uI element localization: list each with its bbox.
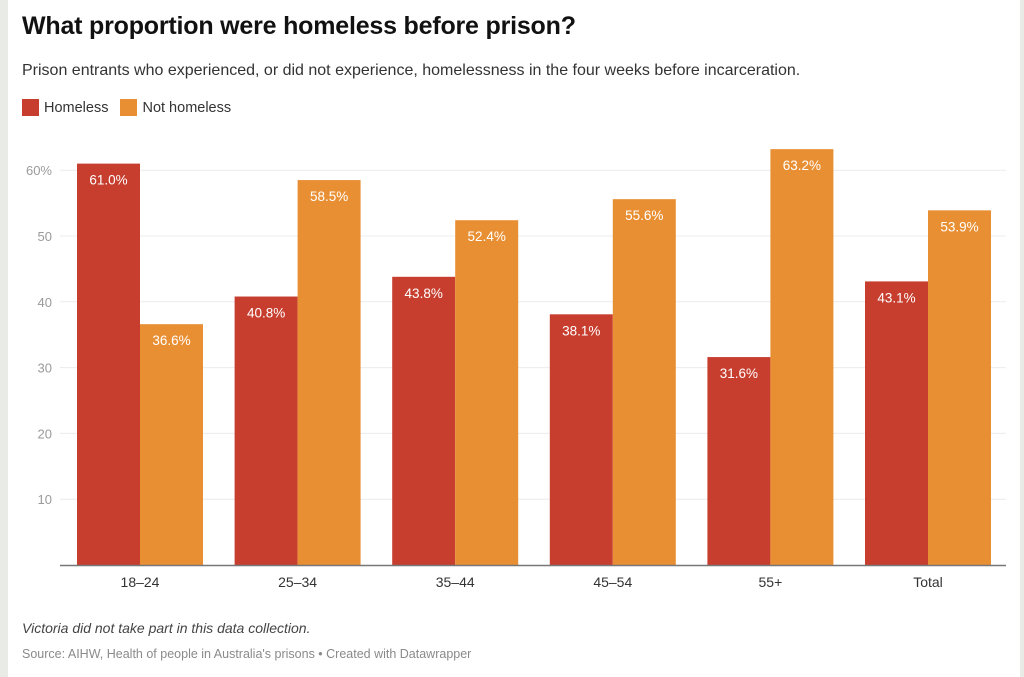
y-tick-label: 40 (38, 295, 52, 310)
data-label: 43.8% (405, 286, 443, 301)
bar-not-homeless (928, 210, 991, 565)
y-tick-label: 30 (38, 361, 52, 376)
legend-swatch-homeless (22, 99, 39, 116)
legend: Homeless Not homeless (22, 99, 243, 116)
legend-label-not-homeless: Not homeless (142, 99, 232, 116)
data-label: 58.5% (310, 189, 348, 204)
bar-homeless (865, 281, 928, 565)
bar-not-homeless (297, 180, 361, 565)
data-label: 38.1% (562, 323, 600, 338)
data-label: 63.2% (783, 158, 821, 173)
y-tick-label: 60% (26, 163, 52, 178)
legend-item-homeless: Homeless (22, 99, 108, 116)
x-tick-label: 45–54 (593, 574, 632, 590)
data-label: 31.6% (720, 366, 758, 381)
bar-not-homeless (770, 149, 834, 566)
data-label: 55.6% (625, 208, 663, 223)
data-label: 61.0% (89, 173, 127, 188)
bar-not-homeless (612, 199, 676, 566)
x-tick-label: Total (913, 574, 943, 590)
bar-homeless (392, 276, 456, 565)
source-credit: Source: AIHW, Health of people in Austra… (22, 647, 472, 661)
bar-homeless (77, 163, 140, 565)
data-label: 52.4% (468, 229, 506, 244)
chart-subtitle: Prison entrants who experienced, or did … (22, 62, 801, 79)
data-label: 40.8% (247, 306, 285, 321)
data-label: 36.6% (152, 333, 190, 348)
x-tick-label: 25–34 (278, 574, 317, 590)
footnote: Victoria did not take part in this data … (22, 620, 311, 636)
bar-not-homeless (455, 220, 519, 565)
x-tick-label: 35–44 (436, 574, 475, 590)
bar-not-homeless (140, 324, 203, 565)
legend-label-homeless: Homeless (44, 99, 109, 116)
bar-homeless (549, 314, 613, 565)
y-tick-label: 10 (38, 492, 52, 507)
legend-swatch-not-homeless (120, 99, 138, 116)
data-label: 53.9% (940, 219, 978, 234)
legend-item-not-homeless: Not homeless (120, 99, 231, 116)
bar-homeless (234, 296, 298, 565)
chart-title: What proportion were homeless before pri… (22, 12, 576, 40)
x-tick-label: 55+ (759, 574, 783, 590)
y-tick-label: 20 (38, 426, 52, 441)
y-tick-label: 50 (38, 229, 52, 244)
x-tick-label: 18–24 (121, 574, 160, 590)
data-label: 43.1% (877, 290, 915, 305)
bar-homeless (707, 357, 771, 565)
